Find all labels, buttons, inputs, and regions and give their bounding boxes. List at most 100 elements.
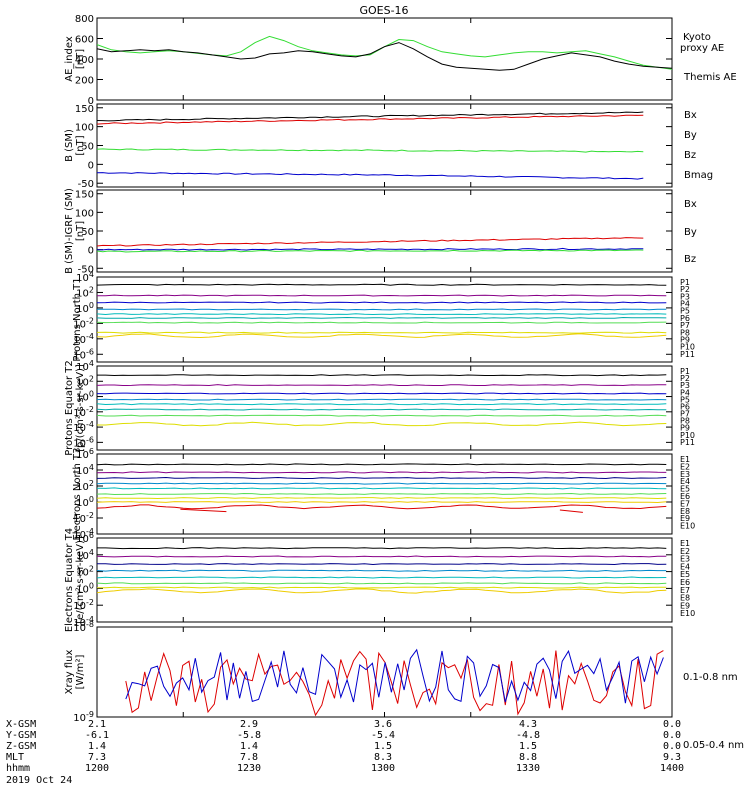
panel-ylabel: Xray flux[W/m²] [64,650,86,695]
legend-p6: P6 [680,402,690,411]
legend-p11: P11 [680,350,695,359]
xaxis-value: 7.3 [88,752,106,763]
xaxis-value: -5.4 [371,730,395,741]
xaxis-value: 1200 [85,763,109,774]
y-tick-label: 50 [81,142,94,153]
xaxis-value: 1330 [516,763,540,774]
y-tick-label: 102 [76,374,94,388]
legend-bx: Bx [684,110,697,121]
y-tick-label: 50 [81,227,94,238]
y-tick-label: 10-6 [73,435,94,449]
flux-line-p9 [96,333,667,339]
flux-line-p7 [96,321,667,324]
flux-line-p7 [96,414,667,417]
legend-e6: E6 [680,578,690,587]
panel-ylabel: AE_index[nT] [64,36,86,82]
xaxis-value: 1400 [660,763,684,774]
y-tick-label: 104 [76,548,94,562]
xaxis-value: 3.6 [374,719,392,730]
panel-ylabel: Electrons Equator T4[e/(cm²-s-sr-keV)] [64,528,86,632]
panel-ylabel: Protons North T1 [72,277,83,361]
series-line-2 [96,42,673,71]
legend-e2: E2 [680,462,690,471]
xaxis-value: 9.3 [663,752,681,763]
xaxis-row-label: hhmm [6,763,30,774]
flux-line-e1 [96,463,667,466]
flux-line-e5 [96,576,667,579]
panel-frame [96,537,673,623]
panel-5: Protons Equator T2[p/(cm²-s-sr-keV)]1041… [64,359,695,456]
legend-xray-1: 0.1-0.8 nm [683,672,738,683]
legend-p5: P5 [680,395,690,404]
y-tick-label: 10-4 [73,615,94,629]
flux-line-p3 [96,301,667,304]
legend-e8: E8 [680,594,690,603]
y-tick-label: 10-2 [73,405,94,419]
xaxis-value: 1.5 [519,741,537,752]
legend-e7: E7 [680,499,690,508]
xaxis-value: 1.4 [240,741,258,752]
legend-p2: P2 [680,374,690,383]
flux-line-p2 [96,384,667,387]
xaxis-value: 8.3 [374,752,392,763]
legend-e10: E10 [680,522,695,531]
y-tick-label: 400 [75,55,94,66]
legend-kyoto: Kyoto [683,32,711,43]
legend-p3: P3 [680,381,690,390]
xaxis-value: 1.4 [88,741,106,752]
panel-frame [96,626,673,718]
flux-line-p2 [97,294,667,297]
legend-e8: E8 [680,507,690,516]
y-tick-label: -50 [78,264,94,275]
y-tick-label: 10-4 [73,527,94,541]
flux-line-p8 [97,421,667,427]
legend-e7: E7 [680,586,690,595]
y-tick-label: 10-6 [73,347,94,361]
series-line-bx [96,247,644,251]
xaxis-value: 0.0 [663,719,681,730]
y-tick-label: 102 [76,479,94,493]
series-line-1 [96,35,673,70]
flux-line-e3 [96,563,667,566]
legend-p7: P7 [680,410,690,419]
legend-p4: P4 [680,300,690,309]
flux-line-p4 [97,308,667,311]
legend-p1: P1 [680,278,690,287]
flux-line-e2 [96,555,667,558]
series-line-by [96,249,644,253]
flux-segment-red [180,508,227,513]
legend-p6: P6 [680,314,690,323]
xaxis-value: 1300 [371,763,395,774]
y-tick-label: 106 [76,531,94,545]
flux-line-e7 [96,497,667,500]
legend-p8: P8 [680,417,690,426]
panel-8: Xray flux[W/m²] 10-8 10-9 0.1-0.8 nm 0.05-0.… [64,620,744,751]
flux-line-p5 [96,313,667,316]
legend-p5: P5 [680,307,690,316]
plot-title: GOES-16 [359,4,408,17]
y-tick-label: 10-2 [73,511,94,525]
xaxis-value: 0.0 [663,730,681,741]
y-tick-label: 100 [76,301,94,315]
xaxis-value: 7.8 [240,752,258,763]
y-tick-label: 104 [76,270,94,284]
flux-line-p5 [96,403,667,406]
panel-2: B (SM)[nT] -50 0 50 100 150 Bx By Bz Bmag [64,103,713,190]
flux-line-e8 [96,500,667,504]
y-tick-label: 800 [75,14,94,25]
flux-line-e8 [96,588,667,594]
legend-p10: P10 [680,431,695,440]
y-tick-label: 600 [75,35,94,46]
y-tick-label: 10-2 [73,316,94,330]
legend-p11: P11 [680,438,695,447]
legend-p8: P8 [680,328,690,337]
xaxis-value: -4.8 [516,730,540,741]
panel-ylabel: B (SM)-IGRF (SM)[nT] [64,188,86,274]
legend-e3: E3 [680,555,690,564]
legend-bmag: Bmag [684,170,713,181]
panel-3: B (SM)-IGRF (SM)[nT]-50 0 50 100 150 Bx By Bz [64,188,697,275]
legend-e10: E10 [680,609,695,618]
legend-xray-2: 0.05-0.4 nm [683,740,744,751]
